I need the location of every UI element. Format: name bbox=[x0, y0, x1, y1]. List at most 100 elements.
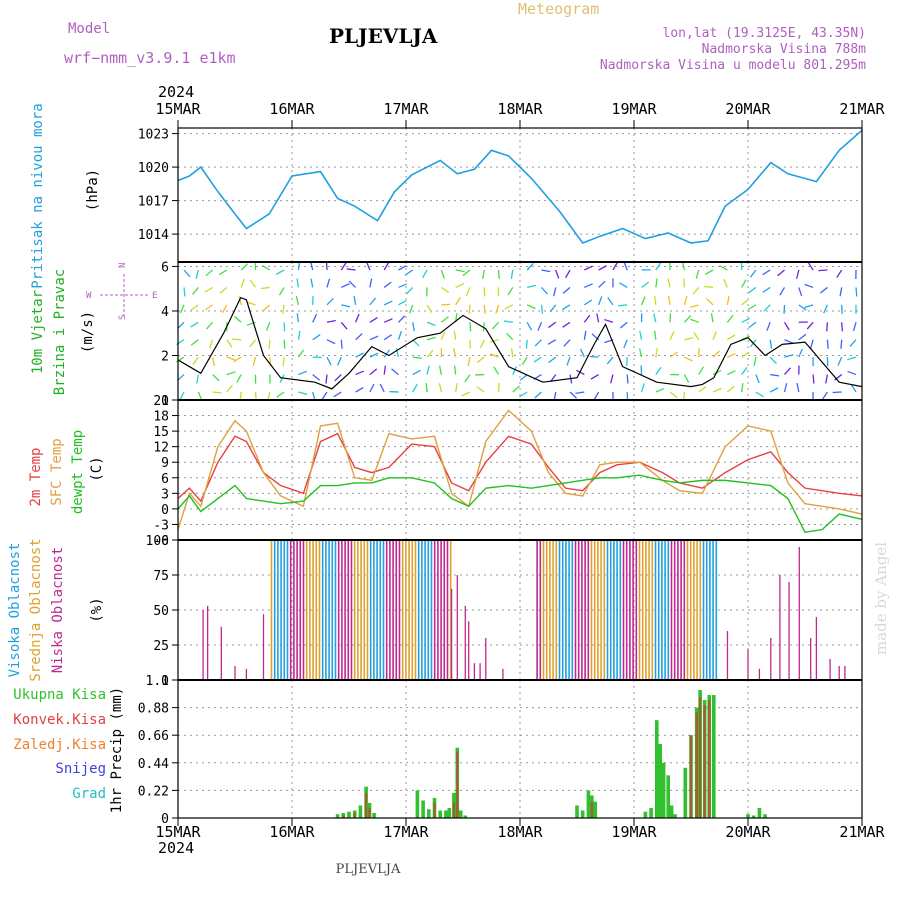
wind-arrow bbox=[684, 337, 694, 341]
wind-arrow bbox=[412, 339, 420, 347]
wind-arrow bbox=[238, 295, 242, 305]
precip-total-bar bbox=[421, 800, 425, 818]
wind-arrow bbox=[655, 278, 658, 288]
precip-unit: 1hr Precip (mm) bbox=[109, 687, 125, 813]
wind-arrow bbox=[712, 331, 717, 340]
wind-arrow bbox=[825, 374, 829, 384]
wind-arrow bbox=[639, 330, 643, 340]
wind-arrow bbox=[404, 269, 414, 276]
wind-arrow bbox=[190, 339, 199, 346]
footer-station: PLJEVLJA bbox=[336, 862, 401, 877]
wind-arrow bbox=[762, 269, 771, 276]
wind-arrow bbox=[655, 262, 662, 271]
wind-arrow bbox=[640, 383, 645, 393]
y-tick-label: 21 bbox=[153, 394, 169, 409]
wind-arrow bbox=[549, 304, 557, 313]
wind-arrow bbox=[455, 269, 465, 273]
y-tick-label: 6 bbox=[161, 472, 169, 487]
y-tick-label: 1.1 bbox=[146, 674, 169, 689]
wind-arrow bbox=[426, 321, 436, 327]
wind-arrow bbox=[383, 300, 393, 306]
wind-arrow bbox=[683, 315, 692, 323]
wind-arrow bbox=[712, 387, 722, 393]
wind-arrow bbox=[537, 322, 543, 331]
wind-arrow bbox=[769, 356, 777, 365]
wind-arrow bbox=[208, 339, 214, 349]
wind-arrow bbox=[383, 365, 387, 375]
wind-arrow bbox=[583, 314, 591, 323]
wind-arrow bbox=[183, 287, 186, 297]
wind-arrow bbox=[489, 339, 499, 343]
compass-east: E bbox=[152, 291, 157, 301]
wind-arrow bbox=[770, 373, 780, 377]
wind-arrow bbox=[821, 391, 828, 400]
wind-arrow bbox=[398, 315, 406, 323]
precip-total-bar bbox=[427, 809, 431, 818]
wind-arrow bbox=[593, 391, 600, 401]
wind-arrow bbox=[783, 383, 788, 393]
wind-arrow bbox=[240, 263, 249, 271]
wind-arrow bbox=[503, 320, 513, 323]
wind-arrow bbox=[569, 391, 577, 399]
wind-arrow bbox=[669, 351, 678, 358]
wind-arrow bbox=[476, 356, 485, 364]
wind-arrow bbox=[850, 384, 857, 393]
wind-arrow bbox=[798, 304, 807, 311]
precip-total-bar bbox=[751, 815, 756, 818]
year-top: 2024 bbox=[158, 83, 194, 101]
y-tick-label: 12 bbox=[153, 441, 169, 456]
wind-arrow bbox=[282, 304, 285, 314]
wind-arrow bbox=[683, 374, 690, 383]
wind-arrow bbox=[204, 304, 213, 311]
wind-arrow bbox=[369, 368, 378, 376]
wind-arrow bbox=[179, 391, 185, 401]
precip-total-bar bbox=[683, 767, 688, 818]
wind-arrow bbox=[212, 391, 222, 394]
wind-arrow bbox=[689, 304, 699, 309]
wind-arrow bbox=[476, 386, 485, 393]
wind-arrow bbox=[348, 280, 357, 288]
wind-arrow bbox=[333, 391, 342, 398]
wind-arrow bbox=[233, 356, 242, 363]
wind-arrow bbox=[784, 354, 794, 358]
wind-arrow bbox=[855, 287, 858, 297]
wind-arrow bbox=[741, 279, 747, 288]
wind-arrow bbox=[852, 322, 857, 332]
model-name: wrf−nmm_v3.9.1 e1km bbox=[64, 49, 236, 67]
wind-arrow bbox=[398, 299, 407, 306]
wind-arrow bbox=[452, 348, 457, 358]
precip-total-bar bbox=[358, 805, 363, 818]
wind-arrow bbox=[226, 356, 236, 361]
wind-arrow bbox=[519, 374, 528, 381]
wind-arrow bbox=[818, 269, 828, 272]
wind-arrow bbox=[506, 332, 514, 341]
wind-arrow bbox=[190, 304, 199, 311]
wind-arrow bbox=[806, 321, 814, 330]
wind-arrow bbox=[326, 356, 332, 366]
wind-arrow bbox=[440, 316, 449, 323]
wind-arrow bbox=[526, 321, 533, 331]
wind-arrow bbox=[507, 287, 514, 296]
precip-conv-bar bbox=[368, 807, 371, 818]
y-tick-label: 15 bbox=[153, 425, 169, 440]
temp-label-1: 2m Temp bbox=[28, 447, 44, 506]
wind-arrow bbox=[548, 321, 557, 329]
wind-arrow bbox=[398, 265, 407, 271]
wind-arrow bbox=[849, 339, 857, 347]
precip-total-bar bbox=[746, 814, 750, 818]
wind-arrow bbox=[580, 348, 585, 358]
wind-arrow bbox=[525, 339, 528, 349]
precip-total-bar bbox=[669, 805, 674, 818]
wind-arrow bbox=[698, 366, 705, 375]
wind-arrow bbox=[426, 365, 430, 375]
top-date-label: 16MAR bbox=[269, 100, 315, 118]
y-tick-label: 0.44 bbox=[138, 757, 169, 772]
wind-arrow bbox=[612, 261, 619, 271]
wind-arrow bbox=[236, 374, 242, 383]
wind-arrow bbox=[583, 299, 593, 306]
wind-arrow bbox=[698, 386, 707, 393]
pressure-unit: (hPa) bbox=[85, 169, 101, 211]
wind-label-1: 10m Vjetar bbox=[30, 290, 46, 374]
precip-total-bar bbox=[444, 810, 448, 818]
